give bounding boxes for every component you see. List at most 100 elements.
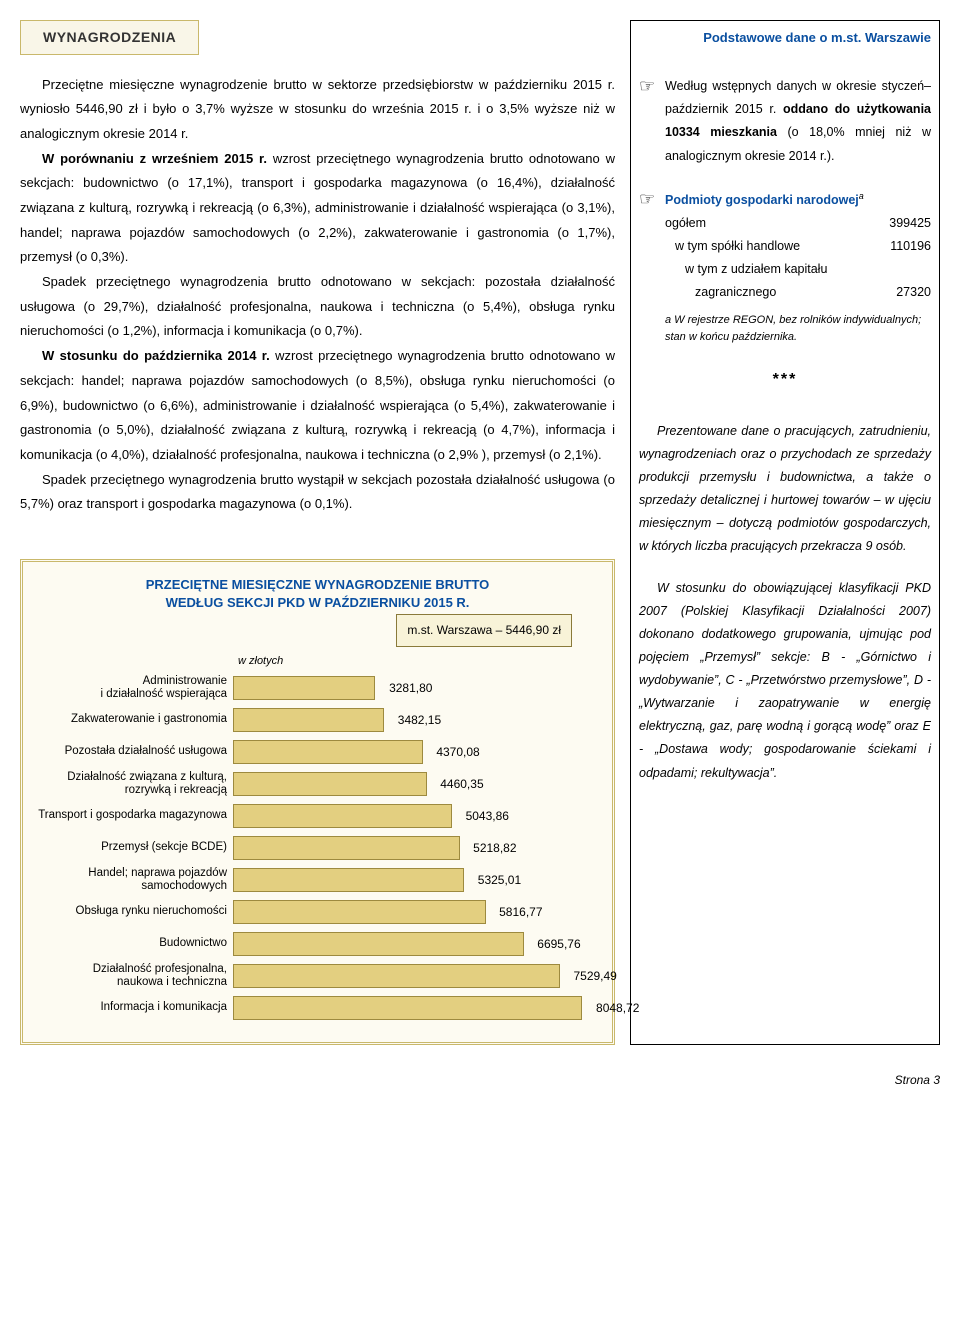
sidebar: Podstawowe dane o m.st. Warszawie ☞ Wedł… bbox=[630, 20, 940, 1045]
body-text: Przeciętne miesięczne wynagrodzenie brut… bbox=[20, 73, 615, 517]
main-columns: WYNAGRODZENIA Przeciętne miesięczne wyna… bbox=[20, 20, 940, 1045]
section-tab: WYNAGRODZENIA bbox=[20, 20, 199, 55]
bar-row: Informacja i komunikacja8048,72 bbox=[33, 992, 602, 1024]
bar-fill: 4370,08 bbox=[233, 740, 423, 764]
bar-fill: 5325,01 bbox=[233, 868, 464, 892]
bar-value: 5325,01 bbox=[478, 869, 521, 892]
side-item-1: ☞ Według wstępnych danych w okresie styc… bbox=[639, 75, 931, 168]
bar-label: Zakwaterowanie i gastronomia bbox=[33, 713, 233, 726]
side-row-value: 110196 bbox=[890, 235, 931, 258]
chart-title: PRZECIĘTNE MIESIĘCZNE WYNAGRODZENIE BRUT… bbox=[33, 576, 602, 612]
paragraph-5: Spadek przeciętnego wynagrodzenia brutto… bbox=[20, 468, 615, 517]
chart-note-box: m.st. Warszawa – 5446,90 zł bbox=[396, 614, 572, 647]
bar-track: 7529,49 bbox=[233, 964, 602, 988]
bar-track: 3281,80 bbox=[233, 676, 602, 700]
bar-fill: 5043,86 bbox=[233, 804, 452, 828]
bar-value: 5218,82 bbox=[473, 837, 516, 860]
bar-row: Zakwaterowanie i gastronomia3482,15 bbox=[33, 704, 602, 736]
bar-row: Działalność profesjonalna,naukowa i tech… bbox=[33, 960, 602, 992]
bar-value: 4460,35 bbox=[440, 773, 483, 796]
s2-head: Podmioty gospodarki narodowej bbox=[665, 193, 859, 207]
side-row-label: w tym z udziałem kapitału bbox=[685, 262, 827, 276]
bar-row: Administrowaniei działalność wspierająca… bbox=[33, 672, 602, 704]
bar-fill: 4460,35 bbox=[233, 772, 427, 796]
side-item-1-content: Według wstępnych danych w okresie stycze… bbox=[665, 75, 931, 168]
chart-title-l2: WEDŁUG SEKCJI PKD W PAŹDZIERNIKU 2015 R. bbox=[166, 595, 470, 610]
side-data-row: w tym spółki handlowe 110196 bbox=[665, 235, 931, 258]
side-data-row: ogółem 399425 bbox=[665, 212, 931, 235]
side-row-value: 399425 bbox=[889, 212, 931, 235]
paragraph-4: W stosunku do października 2014 r. wzros… bbox=[20, 344, 615, 467]
bar-track: 5218,82 bbox=[233, 836, 602, 860]
side-para-1: Prezentowane dane o pracujących, zatrudn… bbox=[639, 420, 931, 559]
bar-value: 7529,49 bbox=[573, 965, 616, 988]
bar-label: Działalność związana z kulturą,rozrywką … bbox=[33, 771, 233, 797]
p2-lead: W porównaniu z wrześniem 2015 r. bbox=[42, 151, 267, 166]
bar-row: Handel; naprawa pojazdówsamochodowych532… bbox=[33, 864, 602, 896]
bar-row: Przemysł (sekcje BCDE)5218,82 bbox=[33, 832, 602, 864]
bar-value: 8048,72 bbox=[596, 997, 639, 1020]
stars-separator: *** bbox=[639, 365, 931, 395]
side-footnote: a W rejestrze REGON, bez rolników indywi… bbox=[665, 312, 931, 345]
bar-fill: 3482,15 bbox=[233, 708, 384, 732]
bar-label: Obsługa rynku nieruchomości bbox=[33, 905, 233, 918]
chart-frame: PRZECIĘTNE MIESIĘCZNE WYNAGRODZENIE BRUT… bbox=[20, 559, 615, 1045]
page-footer: Strona 3 bbox=[0, 1069, 960, 1100]
hand-icon: ☞ bbox=[639, 75, 657, 168]
page: WYNAGRODZENIA Przeciętne miesięczne wyna… bbox=[0, 0, 960, 1055]
bar-label: Przemysł (sekcje BCDE) bbox=[33, 841, 233, 854]
side-item-2-content: Podmioty gospodarki narodoweja ogółem399… bbox=[665, 188, 931, 305]
bar-track: 5325,01 bbox=[233, 868, 602, 892]
bar-track: 5043,86 bbox=[233, 804, 602, 828]
p4-lead: W stosunku do października 2014 r. bbox=[42, 348, 270, 363]
bar-row: Budownictwo6695,76 bbox=[33, 928, 602, 960]
bar-row: Działalność związana z kulturą,rozrywką … bbox=[33, 768, 602, 800]
chart-bars: Administrowaniei działalność wspierająca… bbox=[33, 672, 602, 1024]
paragraph-1: Przeciętne miesięczne wynagrodzenie brut… bbox=[20, 73, 615, 147]
bar-label: Działalność profesjonalna,naukowa i tech… bbox=[33, 963, 233, 989]
bar-label: Administrowaniei działalność wspierająca bbox=[33, 675, 233, 701]
side-rows: ogółem399425w tym spółki handlowe110196w… bbox=[665, 212, 931, 305]
bar-track: 6695,76 bbox=[233, 932, 602, 956]
paragraph-3: Spadek przeciętnego wynagrodzenia brutto… bbox=[20, 270, 615, 344]
bar-track: 8048,72 bbox=[233, 996, 602, 1020]
bar-label: Budownictwo bbox=[33, 937, 233, 950]
side-item-2: ☞ Podmioty gospodarki narodoweja ogółem3… bbox=[639, 188, 931, 305]
side-para-2: W stosunku do obowiązującej klasyfikacji… bbox=[639, 577, 931, 785]
bar-value: 6695,76 bbox=[537, 933, 580, 956]
bar-fill: 6695,76 bbox=[233, 932, 524, 956]
hand-icon: ☞ bbox=[639, 188, 657, 305]
p4-rest: wzrost przeciętnego wynagrodzenia brutto… bbox=[20, 348, 615, 462]
bar-label: Transport i gospodarka magazynowa bbox=[33, 809, 233, 822]
bar-value: 3482,15 bbox=[398, 709, 441, 732]
bar-track: 3482,15 bbox=[233, 708, 602, 732]
bar-value: 5816,77 bbox=[499, 901, 542, 924]
paragraph-2: W porównaniu z wrześniem 2015 r. wzrost … bbox=[20, 147, 615, 270]
bar-fill: 8048,72 bbox=[233, 996, 582, 1020]
bar-fill: 7529,49 bbox=[233, 964, 560, 988]
side-row-label: zagranicznego bbox=[695, 281, 776, 304]
bar-label: Handel; naprawa pojazdówsamochodowych bbox=[33, 867, 233, 893]
side-data-row: zagranicznego 27320 bbox=[665, 281, 931, 304]
bar-row: Obsługa rynku nieruchomości5816,77 bbox=[33, 896, 602, 928]
bar-fill: 5816,77 bbox=[233, 900, 486, 924]
bar-value: 5043,86 bbox=[466, 805, 509, 828]
bar-value: 3281,80 bbox=[389, 677, 432, 700]
bar-track: 5816,77 bbox=[233, 900, 602, 924]
bar-track: 4370,08 bbox=[233, 740, 602, 764]
side-data-row: w tym z udziałem kapitału bbox=[665, 258, 931, 281]
side-row-label: ogółem bbox=[665, 212, 706, 235]
left-column: WYNAGRODZENIA Przeciętne miesięczne wyna… bbox=[20, 20, 615, 1045]
p2-rest: wzrost przeciętnego wynagrodzenia brutto… bbox=[20, 151, 615, 265]
bar-fill: 5218,82 bbox=[233, 836, 460, 860]
side-row-value: 27320 bbox=[896, 281, 931, 304]
bar-label: Pozostała działalność usługowa bbox=[33, 745, 233, 758]
chart-title-l1: PRZECIĘTNE MIESIĘCZNE WYNAGRODZENIE BRUT… bbox=[146, 577, 490, 592]
bar-row: Pozostała działalność usługowa4370,08 bbox=[33, 736, 602, 768]
bar-row: Transport i gospodarka magazynowa5043,86 bbox=[33, 800, 602, 832]
side-row-label: w tym spółki handlowe bbox=[675, 235, 800, 258]
bar-fill: 3281,80 bbox=[233, 676, 375, 700]
chart-unit: w złotych bbox=[238, 647, 602, 672]
bar-track: 4460,35 bbox=[233, 772, 602, 796]
bar-label: Informacja i komunikacja bbox=[33, 1001, 233, 1014]
